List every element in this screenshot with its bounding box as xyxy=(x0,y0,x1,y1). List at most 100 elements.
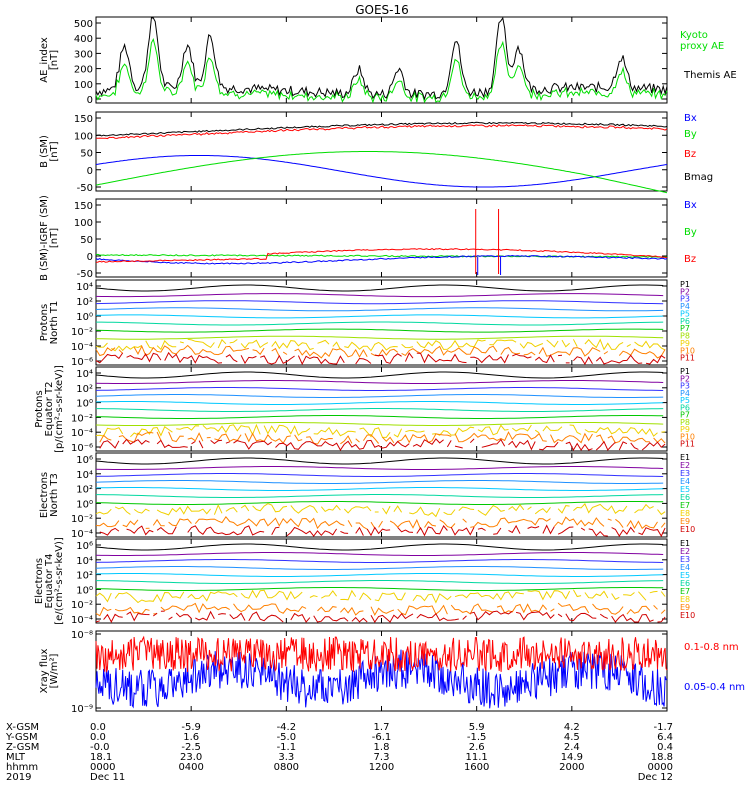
axis-cell: 1.8 xyxy=(374,742,390,753)
y-tick-label: 10⁴ xyxy=(76,556,93,567)
series-0.05-0.4nm xyxy=(95,649,668,709)
legend-0-05-0-4-nm: 0.05-0.4 nm xyxy=(684,682,745,693)
y-axis-label: [nT] xyxy=(49,50,60,70)
legend-e10: E10 xyxy=(680,611,695,620)
legend-e4: E4 xyxy=(680,477,690,486)
y-tick-label: 10⁻⁴ xyxy=(71,615,93,626)
y-tick-label: 200 xyxy=(74,65,93,76)
axis-cell: 3.3 xyxy=(278,752,294,763)
y-tick-label: 10⁻⁸ xyxy=(71,630,93,641)
series-p9 xyxy=(95,338,666,352)
axis-row-label: MLT xyxy=(6,752,26,763)
axis-cell: 18.8 xyxy=(651,752,673,763)
series-e10 xyxy=(99,524,666,538)
axis-cell: 0800 xyxy=(274,762,299,773)
axis-cell: -1.1 xyxy=(277,742,297,753)
legend-e9: E9 xyxy=(680,517,690,526)
legend-p3: P3 xyxy=(680,295,690,304)
legend-e3: E3 xyxy=(680,555,690,564)
series-e7 xyxy=(95,587,664,591)
y-tick-label: 10⁴ xyxy=(76,369,93,380)
series-p1 xyxy=(95,371,664,379)
y-tick-label: 50 xyxy=(80,149,93,160)
series-p2 xyxy=(95,380,664,384)
panel-pet2: Protons Equator T2 [p/(cm²-s-sr-keV)] 10⁴ 10… xyxy=(34,365,695,454)
series-p9 xyxy=(95,423,666,438)
y-tick-label: 10⁶ xyxy=(76,455,93,466)
legend-p1: P1 xyxy=(680,367,690,376)
axis-cell: -0.0 xyxy=(90,742,110,753)
legend-e4: E4 xyxy=(680,563,690,572)
y-tick-label: -50 xyxy=(77,269,93,280)
y-tick-label: 10⁻² xyxy=(71,413,93,424)
y-tick-label: 10⁰ xyxy=(76,399,93,410)
series-e2 xyxy=(95,466,664,470)
y-tick-label: 0 xyxy=(87,95,93,106)
y-tick-label: 150 xyxy=(74,201,93,212)
y-tick-label: 10⁻⁹ xyxy=(71,704,93,715)
y-axis-label: Xray flux xyxy=(39,649,50,694)
legend-e7: E7 xyxy=(680,501,690,510)
legend-p5: P5 xyxy=(680,309,690,318)
y-tick-label: 100 xyxy=(74,218,93,229)
legend-by: By xyxy=(684,129,697,140)
series-0.1-0.8nm xyxy=(95,635,668,674)
series-e4 xyxy=(95,566,664,570)
legend-bx: Bx xyxy=(684,200,697,211)
series-e3 xyxy=(95,559,664,563)
legend-p8: P8 xyxy=(680,332,690,341)
series-e10 xyxy=(95,610,666,623)
legend-e5: E5 xyxy=(680,485,690,494)
y-tick-label: 10² xyxy=(76,485,93,496)
y-tick-label: 0 xyxy=(87,166,93,177)
axis-cell: 4.5 xyxy=(564,732,580,743)
panel-pnt1: Protons North T1 10⁴ 10² 10⁰ 10⁻² 10⁻⁴ 10⁻⁶ P1P2… xyxy=(39,279,695,368)
panel-frame xyxy=(95,198,668,278)
axis-cell: Dec 12 xyxy=(638,772,673,783)
series-e1 xyxy=(95,457,664,465)
axis-cell: 0.0 xyxy=(90,722,106,733)
series-e8 xyxy=(95,589,666,604)
series-p10 xyxy=(99,431,666,445)
series-themis-ae xyxy=(95,16,668,101)
axis-row-label: Y-GSM xyxy=(5,732,38,743)
legend-p3: P3 xyxy=(680,382,690,391)
legend-p8: P8 xyxy=(680,418,690,427)
panel-ent3: Electrons North T310⁶10⁴10²10⁰10⁻²10⁻⁴E1E… xyxy=(39,452,695,540)
series-e1 xyxy=(95,543,664,551)
series-e5 xyxy=(95,573,664,577)
series-p6 xyxy=(96,408,664,412)
y-tick-label: 0 xyxy=(87,252,93,263)
series-p8 xyxy=(95,335,664,340)
axis-cell: -2.5 xyxy=(181,742,201,753)
axis-cell: 1.7 xyxy=(374,722,390,733)
series-e3 xyxy=(95,473,664,477)
y-tick-label: 100 xyxy=(74,131,93,142)
axis-cell: 5.9 xyxy=(469,722,485,733)
y-axis-label: Protons xyxy=(34,390,45,427)
y-axis-label: Electrons xyxy=(39,472,50,518)
y-axis-label: Equator T4 xyxy=(44,554,55,609)
series-e2 xyxy=(95,552,664,556)
y-axis-label: [nT] xyxy=(49,141,60,161)
y-tick-label: 10⁰ xyxy=(76,312,93,323)
axis-cell: 0000 xyxy=(648,762,673,773)
legend-p11: P11 xyxy=(680,440,695,449)
axis-row-label: Z-GSM xyxy=(6,742,39,753)
series-p6 xyxy=(96,321,664,326)
axis-cell: -6.1 xyxy=(372,732,392,743)
legend-p10: P10 xyxy=(680,346,695,355)
legend-e6: E6 xyxy=(680,493,690,502)
legend-e10: E10 xyxy=(680,525,695,534)
series-p3 xyxy=(95,387,664,391)
legend-e1: E1 xyxy=(680,539,690,548)
y-tick-label: 400 xyxy=(74,34,93,45)
y-tick-label: 10² xyxy=(76,297,93,308)
series-p4 xyxy=(95,394,664,398)
axis-cell: -1.5 xyxy=(467,732,487,743)
axis-cell: 14.9 xyxy=(561,752,583,763)
legend-e9: E9 xyxy=(680,603,690,612)
legend-e6: E6 xyxy=(680,579,690,588)
